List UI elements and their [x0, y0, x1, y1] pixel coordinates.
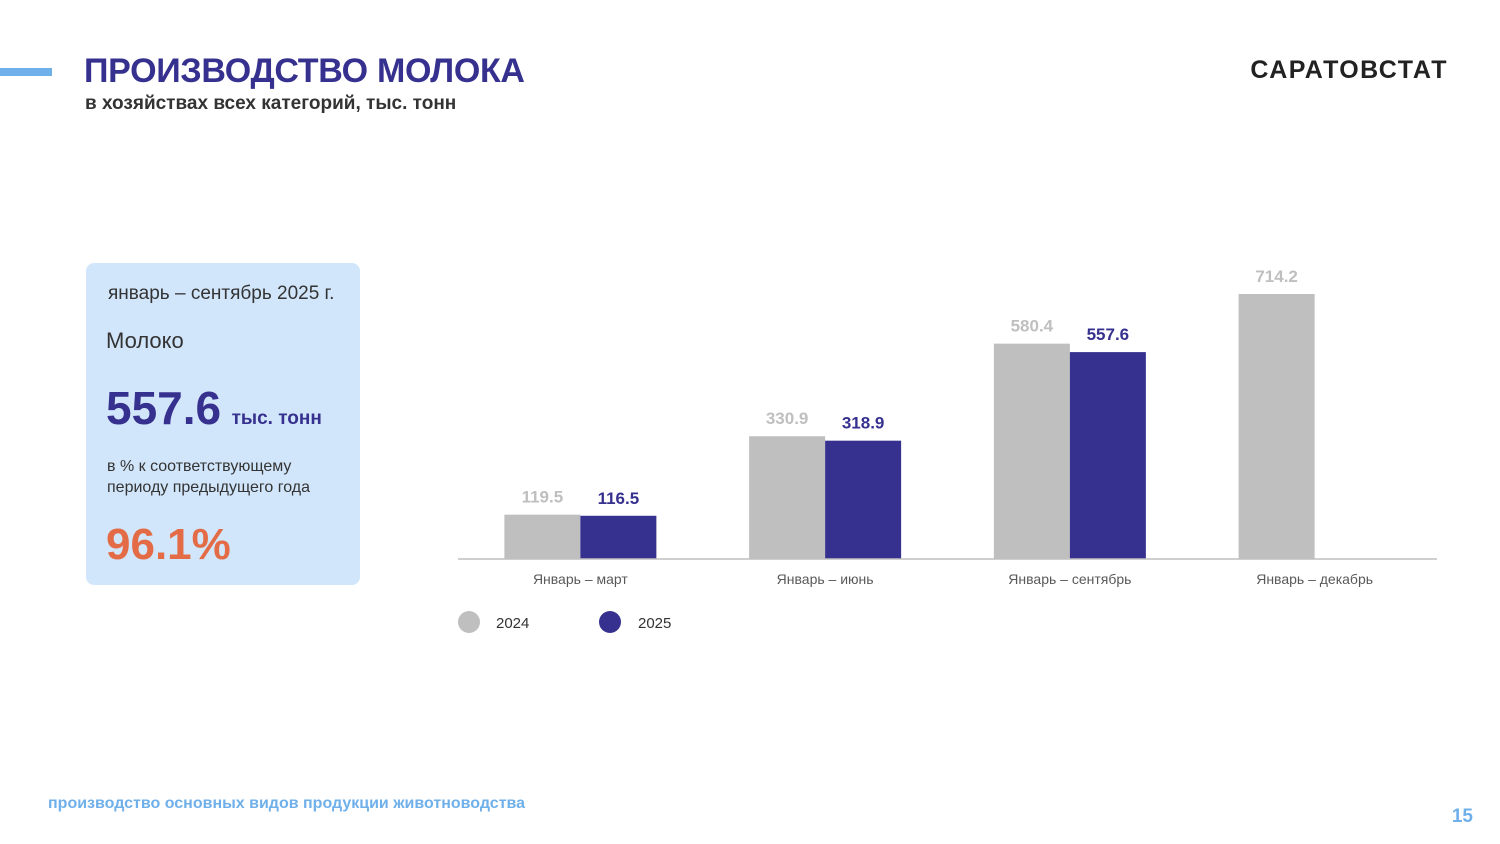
bar-2024-4 [1238, 294, 1315, 559]
page-subtitle: в хозяйствах всех категорий, тыс. тонн [85, 93, 457, 114]
x-tick-label-3: Январь – сентябрь [1008, 571, 1131, 587]
data-label-2025-1: 116.5 [598, 489, 640, 508]
x-tick-label-1: Январь – март [533, 571, 628, 587]
bar-2024-1 [504, 514, 581, 559]
data-label-2024-1: 119.5 [522, 488, 564, 507]
bar-2025-3 [1069, 352, 1146, 559]
data-label-2024-2: 330.9 [766, 409, 809, 428]
page-number: 15 [1451, 806, 1473, 827]
info-unit: тыс. тонн [231, 408, 322, 429]
x-tick-label-2: Январь – июнь [777, 571, 874, 587]
info-value-block: 557.6 тыс. тонн [106, 381, 322, 435]
brand-logo-text: САРАТОВСТАТ [1250, 56, 1448, 84]
data-label-2025-2: 318.9 [842, 414, 885, 433]
info-card: январь – сентябрь 2025 г. Молоко 557.6 т… [86, 263, 360, 585]
info-compare-label: в % к соответствующему периоду предыдуще… [107, 458, 310, 496]
data-label-2024-3: 580.4 [1011, 317, 1054, 336]
legend-label-2024: 2024 [496, 615, 529, 632]
legend-marker-2024 [458, 611, 480, 633]
footer-section-title: производство основных видов продукции жи… [48, 795, 526, 812]
info-period: январь – сентябрь 2025 г. [108, 283, 335, 304]
page-title: ПРОИЗВОДСТВО МОЛОКА [84, 52, 525, 90]
info-value: 557.6 [106, 382, 222, 434]
info-percent: 96.1% [106, 520, 231, 569]
data-label-2025-3: 557.6 [1087, 325, 1130, 344]
bar-2024-2 [749, 436, 826, 559]
legend-label-2025: 2025 [638, 615, 671, 632]
legend-marker-2025 [599, 611, 621, 633]
accent-line [0, 68, 52, 76]
info-product: Молоко [106, 328, 184, 353]
bar-2024-3 [993, 343, 1070, 559]
bar-2025-1 [580, 515, 657, 559]
bar-2025-2 [825, 440, 902, 559]
data-label-2024-4: 714.2 [1255, 267, 1298, 286]
x-tick-label-4: Январь – декабрь [1256, 571, 1373, 587]
